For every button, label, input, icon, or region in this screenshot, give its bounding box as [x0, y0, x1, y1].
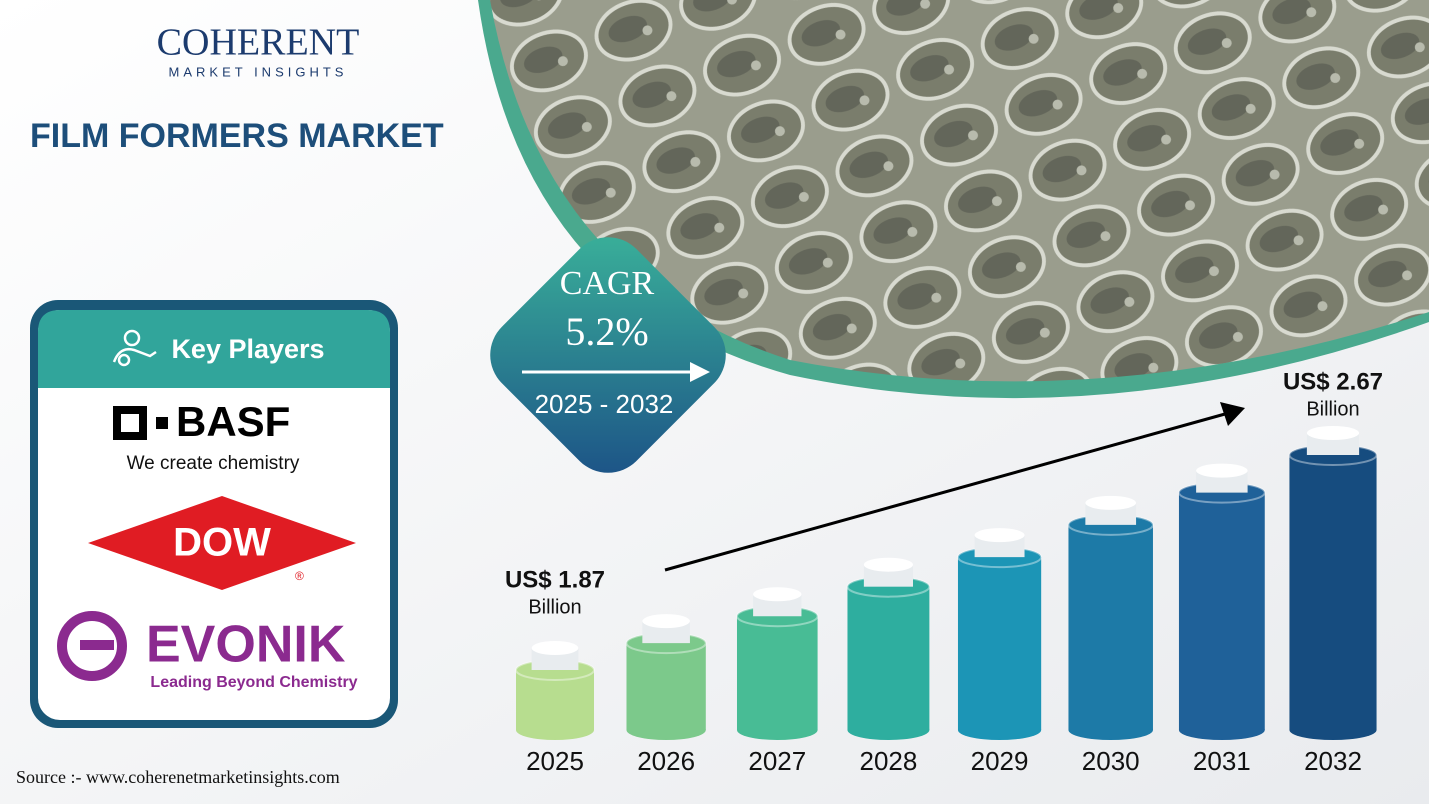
company-name: EVONIK: [146, 616, 346, 674]
bar-cap-top: [974, 528, 1025, 543]
x-tick-label: 2031: [1193, 746, 1251, 776]
source: Source :- www.coherenetmarketinsights.co…: [16, 767, 340, 787]
bar-cap-top: [1085, 495, 1137, 510]
bar-cap-top: [1196, 463, 1248, 478]
cagr-value: 5.2%: [565, 309, 648, 354]
x-tick-label: 2032: [1304, 746, 1362, 776]
company-tagline: Leading Beyond Chemistry: [150, 674, 357, 691]
trend-arrow: [664, 412, 1226, 572]
x-tick-label: 2027: [748, 746, 806, 776]
value-unit: Billion: [1306, 398, 1359, 420]
bar-cap-top: [1306, 426, 1360, 440]
value-label: US$ 2.67: [1283, 368, 1383, 395]
cagr-period: 2025 - 2032: [535, 389, 674, 419]
bar: [957, 557, 1042, 730]
bar: [736, 616, 818, 730]
value-unit: Billion: [528, 596, 581, 618]
bar-cap-top: [531, 641, 579, 655]
x-tick-label: 2025: [526, 746, 584, 776]
dow-diamond: [88, 496, 356, 590]
company-tagline: ®: [295, 569, 304, 583]
players-header: [38, 310, 390, 388]
brand-tagline: MARKET INSIGHTS: [169, 64, 348, 79]
x-tick-label: 2026: [637, 746, 695, 776]
x-tick-label: 2030: [1082, 746, 1140, 776]
players-icon: [112, 329, 157, 367]
value-label: US$ 1.87: [505, 566, 605, 593]
bar: [1068, 524, 1153, 730]
cagr-label: CAGR: [560, 265, 655, 302]
company-name: BASF: [176, 398, 290, 445]
bar: [847, 586, 930, 730]
cagr-badge: [490, 237, 726, 473]
bar-cap-top: [753, 587, 802, 602]
bar-cap-top: [863, 557, 913, 572]
bar-cap-top: [642, 614, 690, 629]
bar: [626, 643, 706, 730]
x-tick-label: 2028: [860, 746, 918, 776]
evonik-logo-bar: [80, 640, 114, 650]
chart-title: FILM FORMERS MARKET: [30, 117, 444, 155]
basf-logo-inner: [121, 414, 139, 432]
cagr-arrowhead: [690, 362, 710, 382]
bar: [1178, 492, 1265, 730]
company-tagline: We create chemistry: [127, 453, 300, 474]
company-name: DOW: [173, 521, 271, 565]
brand-name: COHERENT: [157, 22, 360, 64]
players-title: Key Players: [171, 334, 324, 364]
evonik-logo: [57, 611, 127, 681]
x-tick-label: 2029: [971, 746, 1029, 776]
trend-arrowhead: [1220, 402, 1245, 426]
basf-logo-dot: [156, 417, 168, 429]
bar: [1289, 455, 1377, 730]
